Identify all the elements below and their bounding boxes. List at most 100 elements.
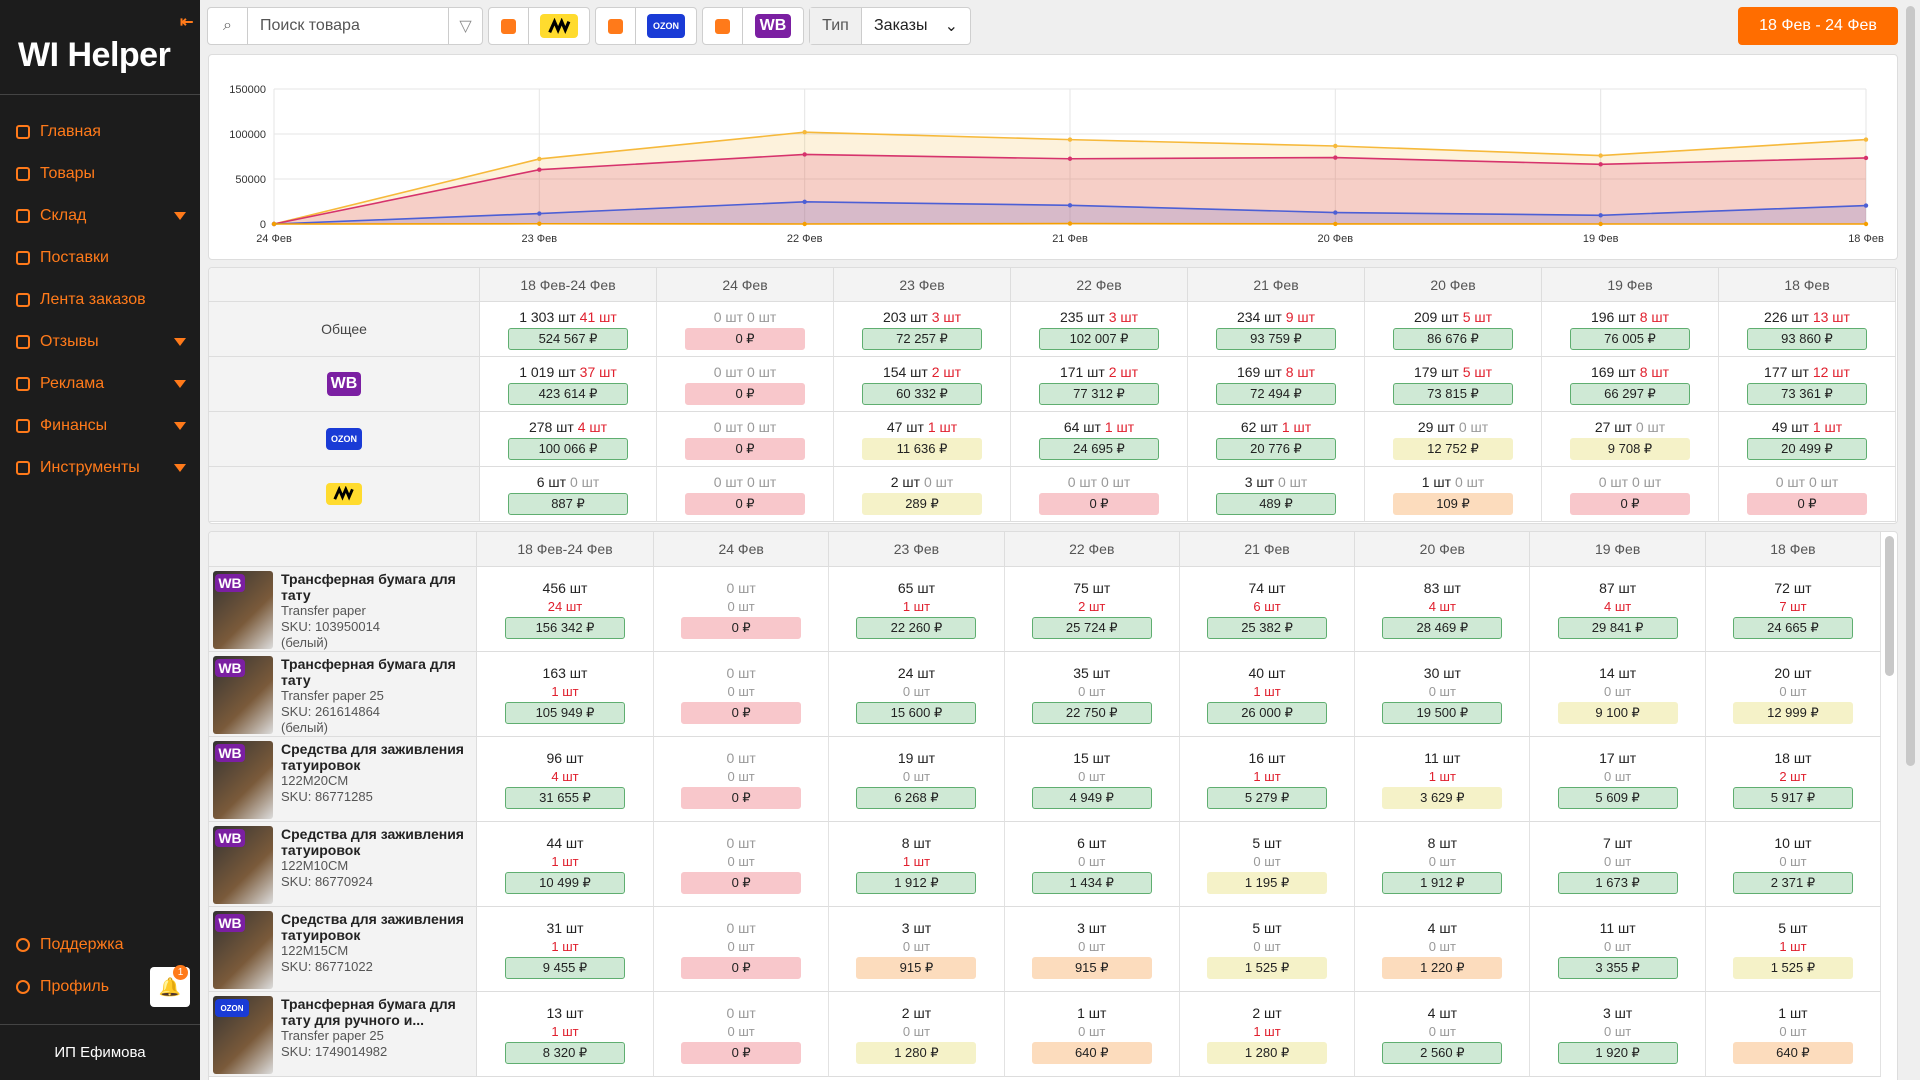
cell: 15 шт 0 шт 4 949 ₽ [1004,737,1180,822]
scrollbar[interactable] [1885,536,1894,676]
counts: 169 шт 8 шт [1591,364,1669,380]
date-range-button[interactable]: 18 Фев - 24 Фев [1738,7,1898,45]
amount-badge: 25 382 ₽ [1207,616,1328,639]
search-icon: ⌕ [208,8,248,44]
search-box[interactable]: ⌕ Поиск товара ▽ [207,7,483,45]
yandex-logo [540,14,578,38]
products-grid: 18 Фев-24 Фев 24 Фев 23 Фев 22 Фев 21 Фев 20 … [209,532,1882,1077]
menu-item[interactable]: Отзывы [16,330,186,354]
amount-badge: 93 759 ₽ [1216,327,1336,350]
returns: 0 шт [1078,938,1106,954]
returns: 5 шт [1462,308,1493,325]
returns: 12 шт [1812,363,1850,380]
checkbox[interactable] [489,8,529,44]
returns: 6 шт [1253,598,1281,614]
amount-badge: 12 752 ₽ [1393,437,1513,460]
support-label: Поддержка [40,936,124,953]
quantity: 1 шт [1778,1004,1808,1021]
quantity: 44 шт [546,834,584,851]
quantity: 0 шт [726,664,756,681]
quantity: 47 шт [886,418,924,435]
returns: 1 шт [1104,418,1135,435]
amount-badge: 60 332 ₽ [862,382,982,405]
menu-item[interactable]: Лента заказов [16,288,186,312]
x-tick-label: 23 Фев [522,233,558,245]
cell: 31 шт 1 шт 9 455 ₽ [477,907,654,992]
menu-label: Реклама [40,375,105,392]
quantity: 0 шт [726,919,756,936]
counts: 0 шт 0 шт [714,309,777,325]
wb-badge: WB [215,744,245,762]
cell: 0 шт 0 шт 0 ₽ [1719,467,1896,522]
returns: 1 шт [1812,418,1843,435]
counts: 234 шт 9 шт [1237,309,1315,325]
product-cell[interactable]: WB Средства для заживления татуировок 122M… [209,737,477,822]
notifications-button[interactable]: 🔔 1 [150,965,190,1007]
marketplace-filter[interactable]: OZON [595,7,697,45]
menu-item[interactable]: Инструменты [16,456,186,480]
quantity: 169 шт [1590,363,1636,380]
product-cell[interactable]: WB Средства для заживления татуировок 122M… [209,907,477,992]
quantity: 163 шт [542,664,588,681]
menu-item[interactable]: Финансы [16,414,186,438]
cell: 0 шт 0 шт 0 ₽ [654,907,830,992]
profile-link[interactable]: Профиль [16,975,136,999]
cell: 75 шт 2 шт 25 724 ₽ [1004,567,1180,652]
menu-item[interactable]: Поставки [16,246,186,270]
type-select[interactable]: Тип Заказы ⌄ [809,7,971,45]
product-cell[interactable]: OZON Трансферная бумага для тату для ручн… [209,992,477,1077]
cell: 35 шт 0 шт 22 750 ₽ [1004,652,1180,737]
menu-label: Поставки [40,249,109,266]
quantity: 11 шт [1424,749,1461,766]
quantity: 62 шт [1240,418,1278,435]
quantity: 1 019 шт [519,363,576,380]
quantity: 10 шт [1774,834,1812,851]
cell: 0 шт 0 шт 0 ₽ [654,992,830,1077]
point [1333,221,1338,227]
returns: 2 шт [1078,598,1106,614]
amount-badge: 15 600 ₽ [856,701,977,724]
returns: 1 шт [902,853,931,869]
amount-badge: 109 ₽ [1393,492,1513,515]
returns: 0 шт [1779,853,1807,869]
product-cell[interactable]: WB Трансферная бумага для тату Transfer pa… [209,567,477,652]
menu-item[interactable]: Главная [16,120,186,144]
chart-panel: 0 50000 100000 150000 24 Фев 23 Фев 22 Фев 21 Ф… [208,54,1898,260]
checkbox[interactable] [596,8,636,44]
product-cell[interactable]: WB Средства для заживления татуировок 122M… [209,822,477,907]
product-cell[interactable]: WB Трансферная бумага для тату Transfer pa… [209,652,477,737]
returns: 0 шт [1458,418,1489,435]
amount-badge: 20 776 ₽ [1216,437,1336,460]
support-link[interactable]: Поддержка [16,933,186,957]
menu-icon [16,335,30,349]
cell: 0 шт 0 шт 0 ₽ [657,357,834,412]
amount-badge: 9 100 ₽ [1557,701,1678,724]
amount-badge: 1 673 ₽ [1557,871,1678,894]
collapse-button[interactable]: ⇤ [180,14,194,31]
menu-item[interactable]: Реклама [16,372,186,396]
page-scrollbar[interactable] [1906,6,1915,766]
menu-item[interactable]: Склад [16,204,186,228]
amount-badge: 1 912 ₽ [856,871,977,894]
y-tick-label: 0 [260,219,266,231]
returns: 0 шт [1604,683,1632,699]
point [1067,137,1073,142]
amount-badge: 0 ₽ [681,871,802,894]
menu-item[interactable]: Товары [16,162,186,186]
marketplace-filter[interactable]: WB [702,7,804,45]
amount-badge: 1 920 ₽ [1557,1041,1678,1064]
product-info: Трансферная бумага для тату Transfer pape… [281,571,472,651]
product-image: WB [213,741,273,819]
column-header: 19 Фев [1530,532,1706,567]
quantity: 40 шт [1248,664,1286,681]
amount-badge: 0 ₽ [685,492,805,515]
filter-icon[interactable]: ▽ [448,8,482,44]
checkbox[interactable] [703,8,743,44]
amount-badge: 73 815 ₽ [1393,382,1513,405]
counts: 3 шт 0 шт [1245,474,1308,490]
quantity: 203 шт [882,308,928,325]
marketplace-filter[interactable] [488,7,590,45]
returns: 1 шт [551,853,579,869]
x-tick-label: 24 Фев [256,233,292,245]
quantity: 17 шт [1599,749,1637,766]
